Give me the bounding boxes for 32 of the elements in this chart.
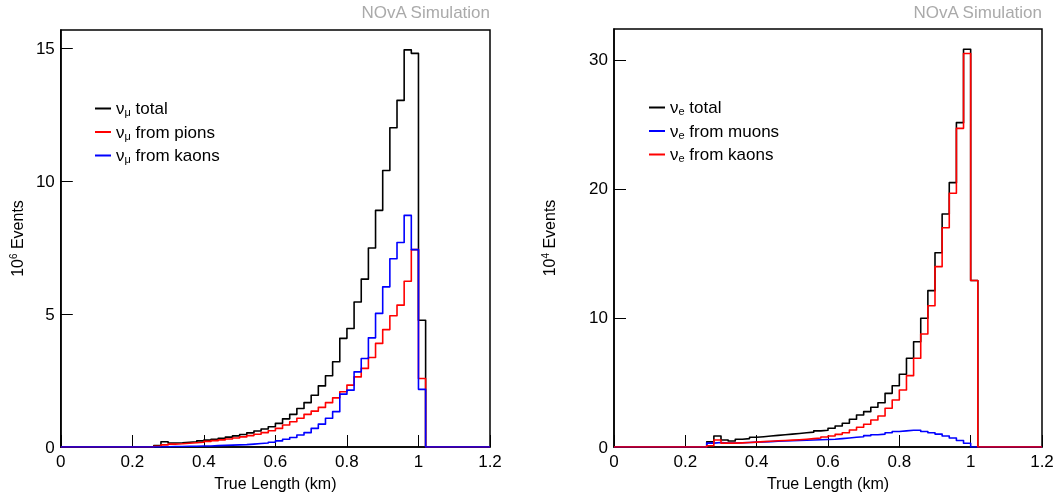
y-tick-label: 20 xyxy=(589,179,608,199)
x-axis-title: True Length (km) xyxy=(766,474,890,492)
legend-label: νe from kaons xyxy=(670,145,774,164)
y-tick-label: 30 xyxy=(589,50,608,70)
x-tick-label: 0.4 xyxy=(744,452,769,471)
x-tick-label: 0.2 xyxy=(120,452,145,471)
y-tick-label: 5 xyxy=(45,304,55,324)
x-tick-label: 1.2 xyxy=(1030,452,1054,471)
y-tick-label: 10 xyxy=(589,308,608,328)
x-tick-label: 0.6 xyxy=(816,452,840,471)
legend-label: νμ from kaons xyxy=(116,146,220,165)
legend-label: νe from muons xyxy=(670,121,780,141)
text: NOvA Simulation xyxy=(361,3,490,22)
y-tick-label: 0 xyxy=(598,437,608,457)
x-tick-label: 1.2 xyxy=(478,452,502,471)
x-tick-label: 1 xyxy=(965,452,976,471)
legend-label: νμ from pions xyxy=(116,122,215,142)
x-axis-title: True Length (km) xyxy=(214,474,337,492)
y-axis-title: 106 Events xyxy=(7,200,26,277)
y-axis-title: 104 Events xyxy=(539,199,558,277)
x-tick-label: 0.6 xyxy=(263,452,288,471)
legend-label: νe total xyxy=(670,98,722,117)
x-tick-label: 0.2 xyxy=(673,452,698,471)
y-tick-label: 0 xyxy=(45,437,55,457)
legend-label: νμ total xyxy=(116,99,168,118)
x-tick-label: 0.4 xyxy=(192,452,216,471)
x-tick-label: 0.8 xyxy=(335,452,359,471)
y-tick-label: 10 xyxy=(35,171,55,191)
x-tick-label: 0.8 xyxy=(887,452,912,471)
y-tick-label: 15 xyxy=(35,39,55,59)
text: NOvA Simulation xyxy=(913,3,1042,22)
x-tick-label: 1 xyxy=(413,452,424,471)
